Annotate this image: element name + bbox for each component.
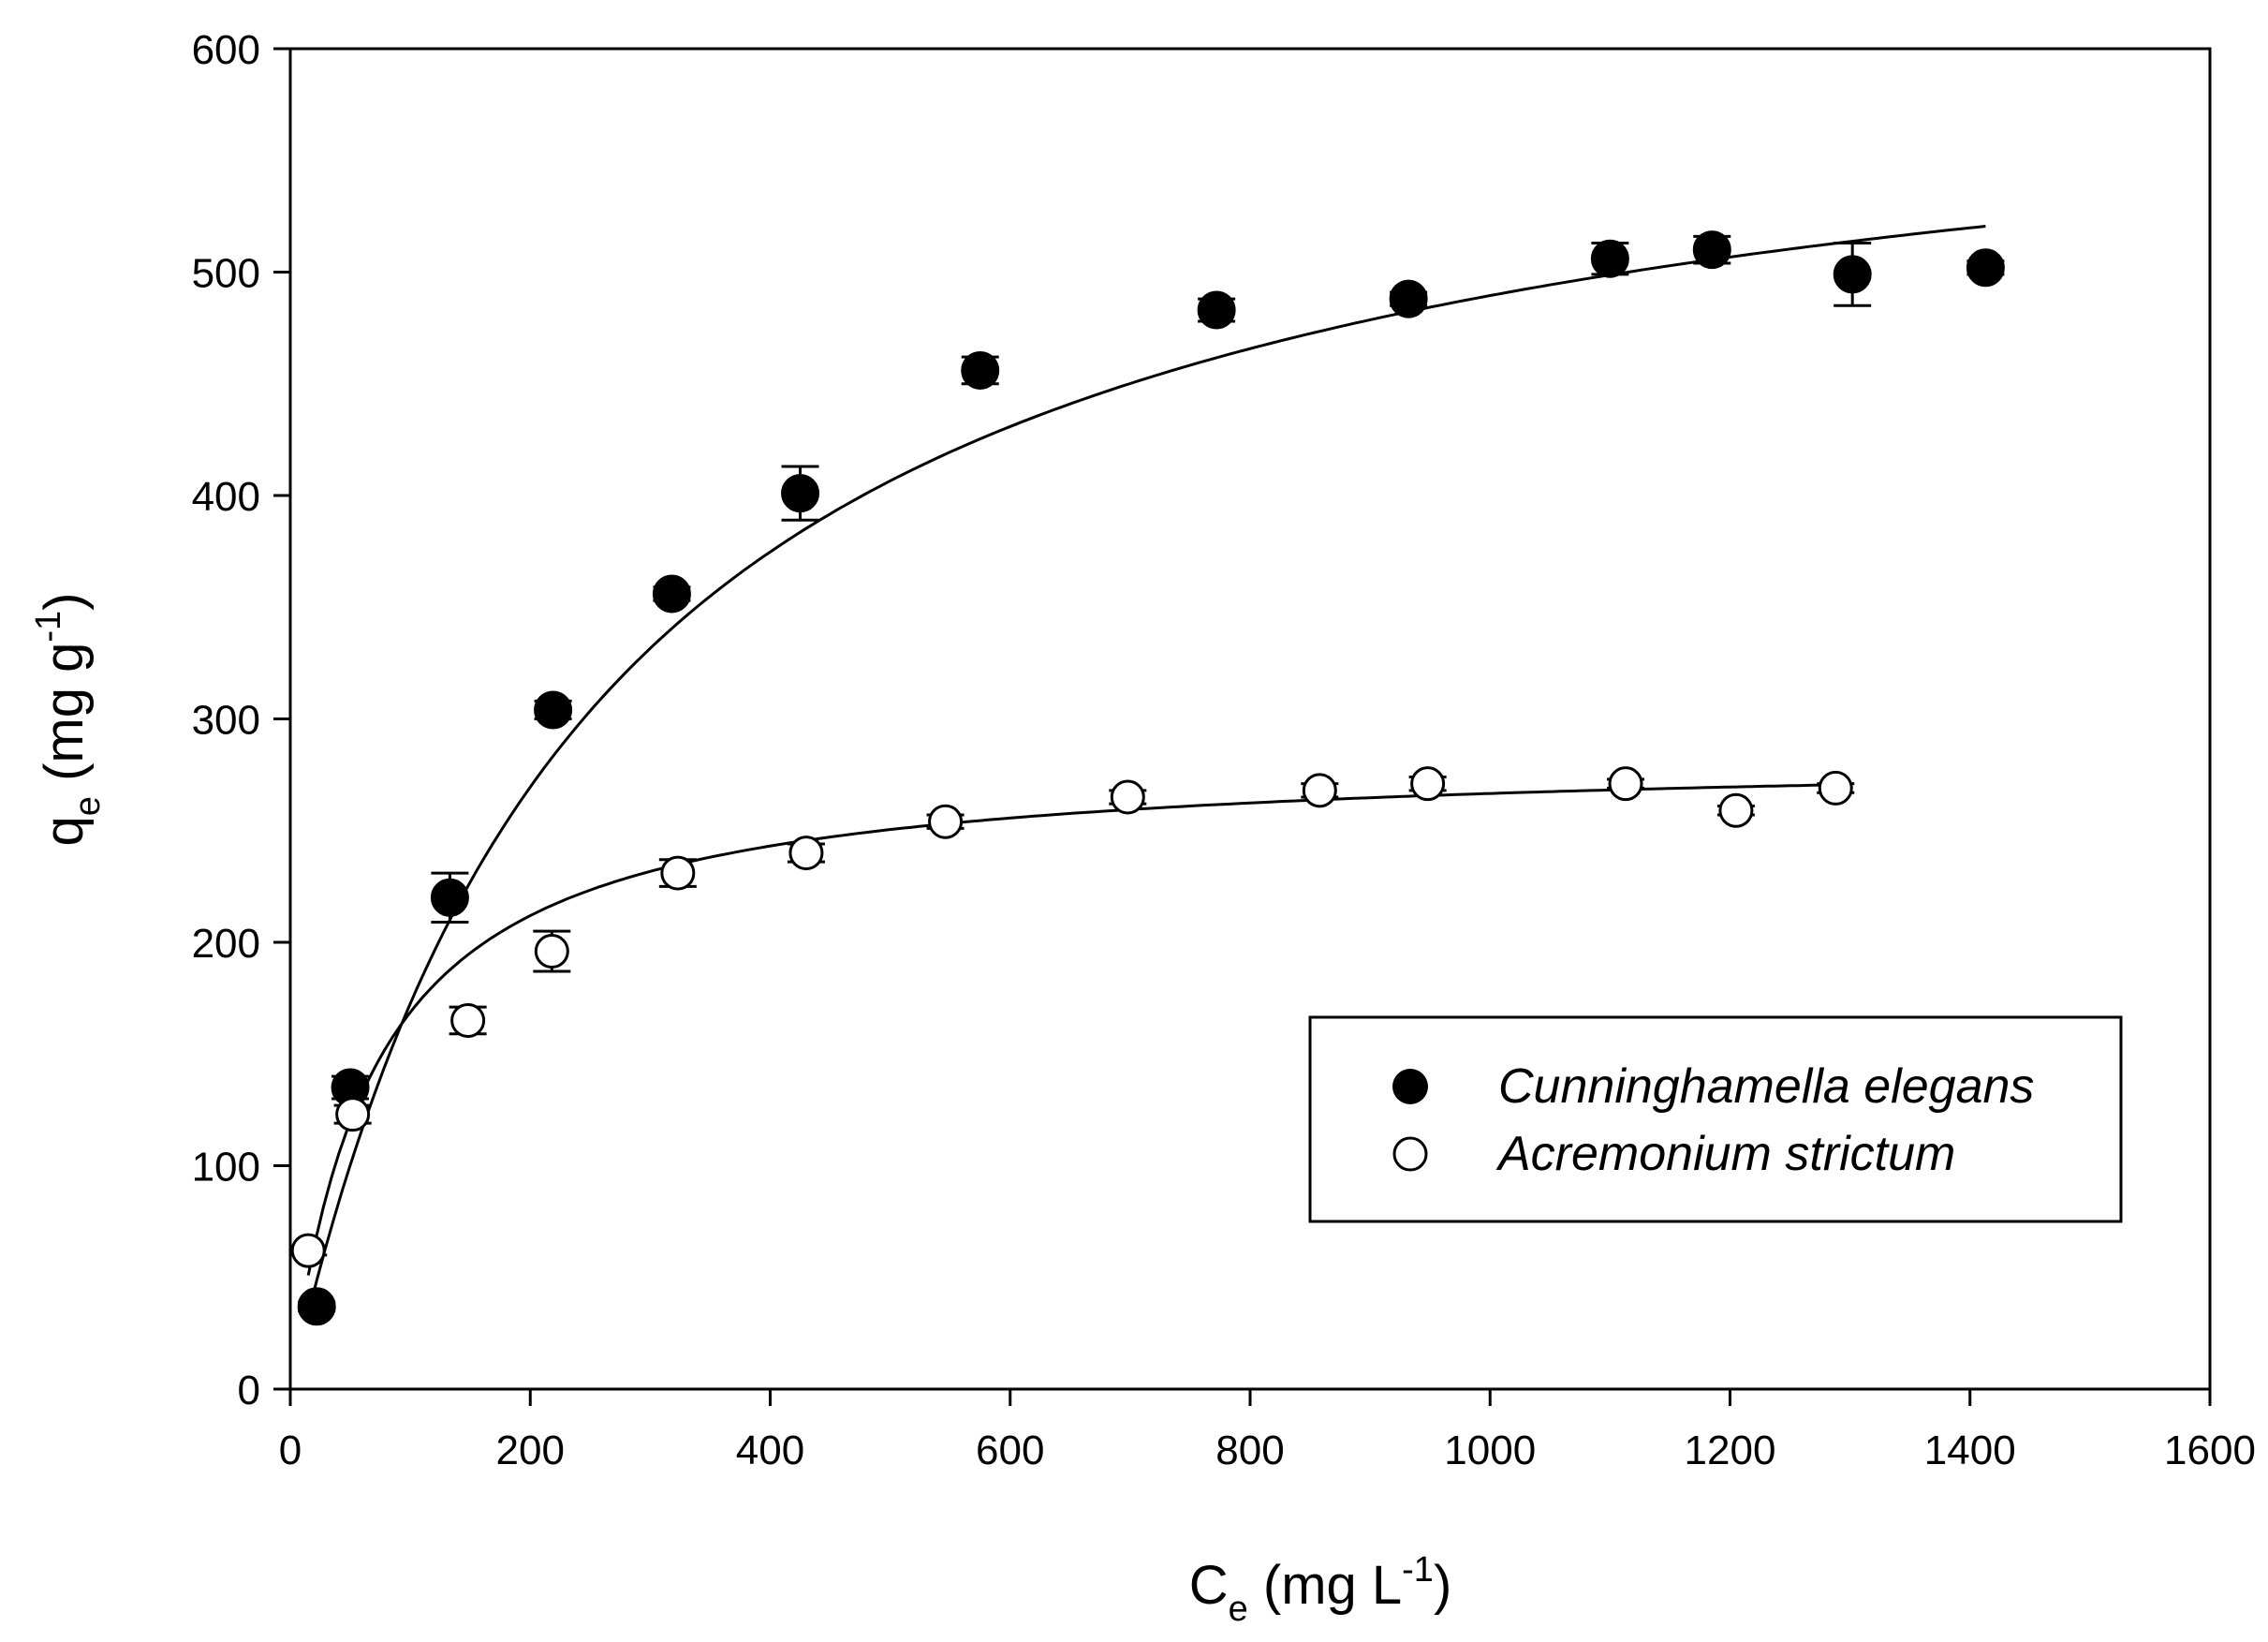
data-point-series-0 <box>1197 290 1236 330</box>
y-tick-label: 300 <box>192 698 260 744</box>
data-point-series-0 <box>534 690 573 730</box>
data-point-series-1 <box>289 1233 328 1268</box>
legend-marker-acremonium <box>1392 1136 1428 1172</box>
data-point-series-1 <box>449 1002 487 1038</box>
open-circle-marker <box>788 836 824 871</box>
legend-label-acremonium: Acremonium strictum <box>1495 1127 1955 1181</box>
data-point-series-1 <box>1817 770 1855 806</box>
open-circle-marker <box>450 1002 486 1038</box>
open-circle-marker <box>928 804 964 839</box>
data-point-series-1 <box>1607 766 1645 802</box>
data-point-series-0 <box>297 1287 336 1326</box>
x-tick-label: 1000 <box>1444 1428 1536 1473</box>
data-point-series-1 <box>1109 779 1147 815</box>
x-axis: 0 200 400 600 800 1000 1200 1400 1600 <box>279 1389 2256 1473</box>
data-point-series-0 <box>961 350 1000 390</box>
filled-circle-marker <box>961 350 1000 390</box>
data-point-series-0 <box>652 574 691 614</box>
filled-circle-marker <box>534 690 573 730</box>
data-points <box>289 230 2005 1326</box>
x-tick-label: 400 <box>736 1428 804 1473</box>
filled-circle-marker <box>430 878 469 917</box>
filled-circle-marker <box>297 1287 336 1326</box>
y-tick-label: 400 <box>192 474 260 520</box>
y-axis-title: qe (mg g-1) <box>29 593 108 847</box>
data-point-series-0 <box>1966 248 2005 288</box>
open-circle-marker <box>1608 766 1643 802</box>
x-tick-label: 0 <box>279 1428 302 1473</box>
data-point-series-0 <box>430 871 469 925</box>
open-circle-marker <box>534 934 569 969</box>
open-circle-marker <box>1302 773 1337 808</box>
x-tick-label: 600 <box>976 1428 1044 1473</box>
x-tick-label: 1400 <box>1924 1428 2016 1473</box>
legend-box <box>1308 1015 2123 1223</box>
x-tick-label: 200 <box>496 1428 565 1473</box>
data-point-series-0 <box>1833 241 1872 307</box>
open-circle-marker <box>335 1097 371 1132</box>
filled-circle-marker <box>1833 255 1872 294</box>
data-point-series-1 <box>1716 792 1755 828</box>
open-circle-marker <box>1110 779 1145 815</box>
filled-circle-marker <box>1590 239 1629 278</box>
y-axis: 0 100 200 300 400 500 600 <box>192 27 290 1413</box>
legend: Cunninghamella elegans Acremonium strict… <box>1308 1015 2123 1223</box>
x-tick-label: 1200 <box>1685 1428 1776 1473</box>
data-point-series-0 <box>1590 239 1629 278</box>
y-tick-label: 500 <box>192 251 260 297</box>
open-circle-marker <box>1718 792 1754 828</box>
y-tick-label: 600 <box>192 27 260 73</box>
data-point-series-1 <box>1408 766 1447 802</box>
filled-circle-marker <box>1692 230 1731 270</box>
data-point-series-1 <box>787 836 825 871</box>
open-circle-marker <box>1818 770 1853 806</box>
x-tick-label: 1600 <box>2164 1428 2256 1473</box>
data-point-series-1 <box>658 855 697 891</box>
data-point-series-0 <box>1692 230 1731 270</box>
data-point-series-1 <box>533 929 571 973</box>
fit-curve-series-1 <box>306 783 1836 1276</box>
data-point-series-1 <box>926 804 965 839</box>
filled-circle-marker <box>1197 290 1236 330</box>
data-point-series-1 <box>1301 773 1339 808</box>
filled-circle-marker <box>652 574 691 614</box>
y-tick-label: 0 <box>238 1368 260 1413</box>
legend-label-cunninghamella: Cunninghamella elegans <box>1498 1059 2034 1114</box>
x-tick-label: 800 <box>1215 1428 1284 1473</box>
data-point-series-1 <box>333 1097 372 1132</box>
y-tick-label: 100 <box>192 1145 260 1191</box>
data-point-series-0 <box>781 465 820 522</box>
filled-circle-marker <box>1966 248 2005 288</box>
data-point-series-0 <box>1389 279 1428 318</box>
y-tick-label: 200 <box>192 921 260 967</box>
open-circle-marker <box>290 1233 326 1268</box>
filled-circle-marker <box>781 474 820 513</box>
open-circle-marker <box>660 855 696 891</box>
x-axis-title: Ce (mg L-1) <box>1189 1550 1452 1629</box>
open-circle-marker <box>1410 766 1446 802</box>
filled-circle-marker <box>1389 279 1428 318</box>
legend-marker-cunninghamella <box>1392 1069 1428 1104</box>
